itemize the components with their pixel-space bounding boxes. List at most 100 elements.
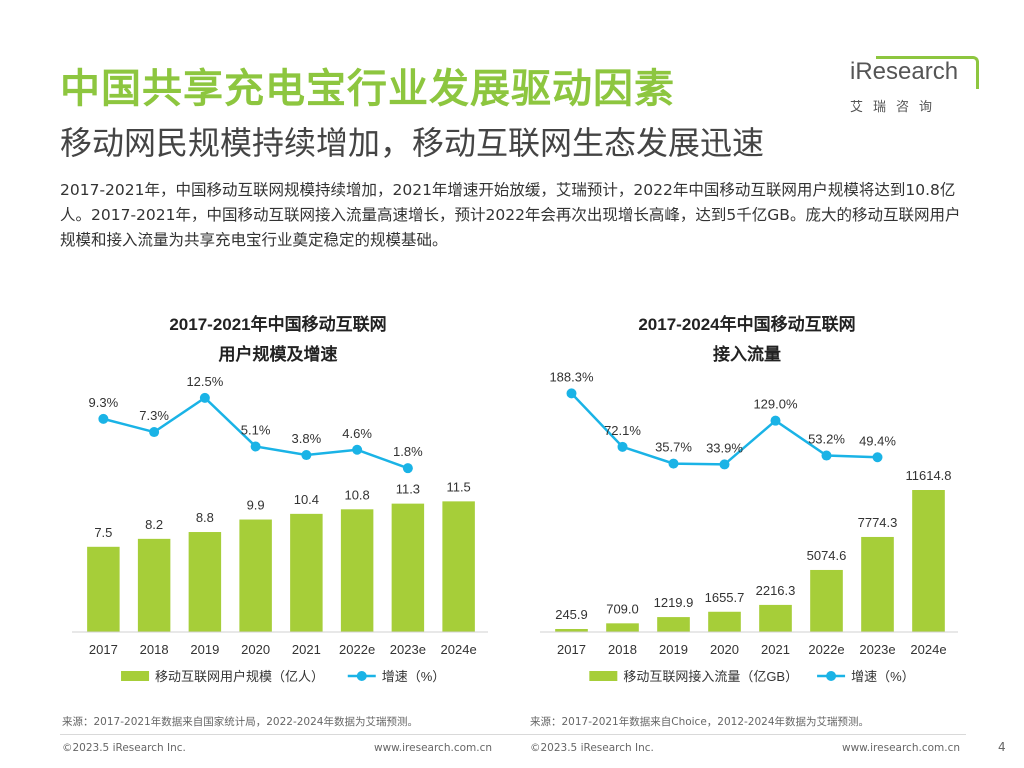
growth-point (872, 452, 883, 463)
x-tick-label: 2020 (241, 642, 270, 657)
bar-value-label: 8.2 (145, 517, 163, 532)
x-tick-label: 2023e (859, 642, 895, 657)
growth-point (98, 413, 109, 424)
bar (555, 628, 588, 632)
x-tick-label: 2022e (808, 642, 844, 657)
chart-title-line: 2017-2024年中国移动互联网 (638, 314, 855, 334)
legend-bar-swatch (589, 671, 618, 681)
x-tick-label: 2020 (710, 642, 739, 657)
page-title: 中国共享充电宝行业发展驱动因素 (60, 66, 675, 112)
bar-value-label: 245.9 (555, 607, 588, 622)
growth-value-label: 1.8% (393, 444, 423, 459)
bar-value-label: 8.8 (196, 510, 214, 525)
growth-point (566, 388, 577, 399)
x-tick-label: 2021 (761, 642, 790, 657)
bar (442, 501, 475, 632)
bar-value-label: 5074.6 (807, 548, 847, 563)
growth-point (352, 444, 363, 455)
bar-value-label: 7774.3 (858, 515, 898, 530)
page-number: 4 (998, 740, 1006, 754)
chart-title-line: 2017-2021年中国移动互联网 (169, 314, 386, 334)
bar (861, 536, 894, 632)
growth-value-label: 9.3% (89, 395, 119, 410)
growth-point (821, 450, 832, 461)
bar (188, 532, 222, 632)
x-tick-label: 2017 (557, 642, 586, 657)
bar (87, 546, 120, 632)
footer-copyright-right: ©2023.5 iResearch Inc. (530, 742, 654, 754)
growth-point (402, 463, 413, 474)
bar-value-label: 10.4 (294, 492, 319, 507)
bar (759, 604, 792, 632)
legend-bar-label: 移动互联网接入流量（亿GB） (623, 669, 798, 684)
x-tick-label: 2023e (390, 642, 426, 657)
x-tick-label: 2018 (608, 642, 637, 657)
legend-line-label: 增速（%） (851, 669, 915, 684)
chart-traffic: 2017-2024年中国移动互联网 接入流量 245.9 709.0 1219.9 165… (528, 300, 966, 700)
bar (340, 509, 374, 632)
growth-value-label: 3.8% (292, 431, 322, 446)
logo-cn-text: 艾瑞咨询 (850, 100, 943, 115)
logo-wordmark: iResearch (850, 58, 959, 85)
bar-value-label: 709.0 (606, 601, 639, 616)
x-tick-label: 2019 (190, 642, 219, 657)
growth-value-label: 35.7% (655, 440, 692, 455)
growth-value-label: 53.2% (808, 432, 845, 447)
bar (137, 538, 171, 632)
growth-value-label: 5.1% (241, 422, 271, 437)
bar (606, 623, 639, 632)
growth-point (149, 427, 160, 438)
bar-value-label: 7.5 (94, 525, 112, 540)
bar-value-label: 10.8 (344, 487, 369, 502)
bar (810, 569, 843, 632)
growth-value-label: 33.9% (706, 440, 743, 455)
logo-frame (876, 56, 979, 89)
growth-value-label: 12.5% (186, 374, 223, 389)
x-tick-label: 2022e (339, 642, 375, 657)
bar (912, 490, 945, 632)
bar (239, 519, 272, 632)
x-tick-label: 2017 (89, 642, 118, 657)
growth-point (617, 441, 628, 452)
iresearch-logo: iResearch 艾瑞咨询 (846, 56, 979, 116)
legend-line-label: 增速（%） (382, 669, 446, 684)
growth-point (199, 392, 210, 403)
bar-value-label: 11.5 (446, 479, 470, 494)
footer-copyright-left: ©2023.5 iResearch Inc. (62, 742, 186, 754)
legend-bar-label: 移动互联网用户规模（亿人） (155, 669, 324, 684)
source-left: 来源：2017-2021年数据来自国家统计局，2022-2024年数据为艾瑞预测… (62, 716, 418, 728)
x-tick-label: 2018 (140, 642, 169, 657)
footer-url-right: www.iresearch.com.cn (842, 742, 961, 754)
body-paragraph: 2017-2021年，中国移动互联网规模持续增加，2021年增速开始放缓，艾瑞预… (60, 181, 961, 249)
bar-value-label: 1655.7 (705, 590, 745, 605)
bar-value-label: 1219.9 (654, 595, 694, 610)
growth-value-label: 4.6% (342, 426, 372, 441)
bar-value-label: 2216.3 (756, 583, 796, 598)
legend-bar-swatch (121, 671, 150, 681)
growth-value-label: 49.4% (859, 433, 896, 448)
growth-value-label: 188.3% (549, 369, 594, 384)
bar (708, 611, 741, 632)
footer-rule (60, 734, 966, 735)
growth-point (668, 458, 679, 469)
page-subtitle: 移动网民规模持续增加，移动互联网生态发展迅速 (60, 124, 765, 162)
growth-value-label: 129.0% (753, 397, 798, 412)
growth-value-label: 72.1% (604, 423, 641, 438)
bar (391, 503, 425, 632)
bar (290, 513, 323, 632)
bar (657, 617, 690, 632)
growth-point (250, 441, 261, 452)
x-tick-label: 2021 (292, 642, 321, 657)
source-right: 来源：2017-2021年数据来自Choice，2012-2024年数据为艾瑞预… (530, 716, 870, 728)
growth-point (301, 450, 312, 461)
bar-value-label: 9.9 (247, 498, 265, 513)
footer-url-left: www.iresearch.com.cn (374, 742, 493, 754)
chart-title-line: 接入流量 (713, 344, 781, 364)
growth-point (770, 415, 781, 426)
legend-line-marker (826, 671, 837, 681)
x-tick-label: 2019 (659, 642, 688, 657)
growth-point (719, 459, 730, 470)
bar-value-label: 11.3 (396, 482, 420, 497)
